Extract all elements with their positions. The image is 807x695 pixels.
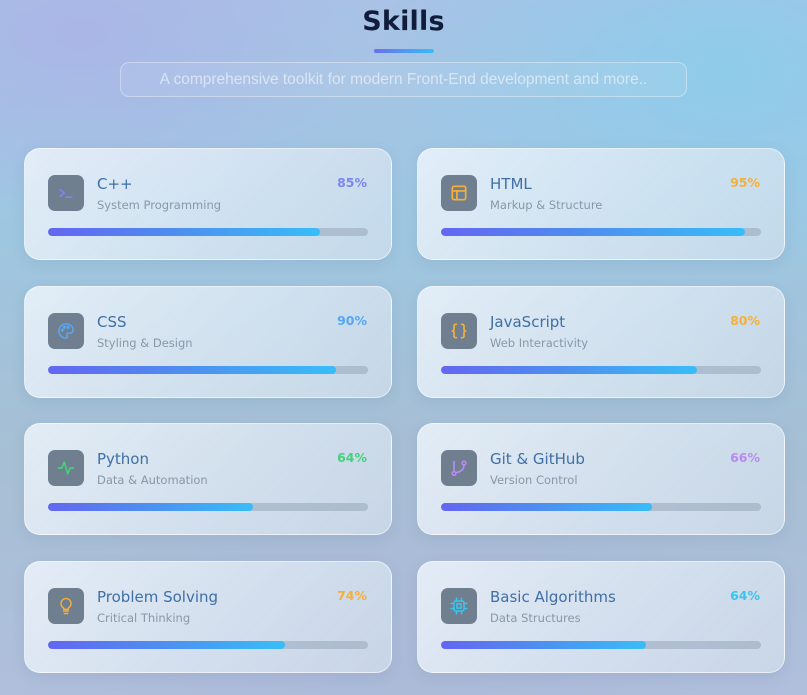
skill-card-html[interactable]: HTML Markup & Structure 95% <box>417 148 785 260</box>
progress-fill <box>441 366 697 374</box>
skill-description: Version Control <box>490 473 578 487</box>
skill-description: Web Interactivity <box>490 336 589 350</box>
skill-description: Data & Automation <box>97 473 208 487</box>
terminal-icon <box>48 175 84 211</box>
skill-card-python[interactable]: Python Data & Automation 64% <box>24 423 392 535</box>
progress-fill <box>441 641 646 649</box>
skill-description: Markup & Structure <box>490 198 603 212</box>
skill-percent: 95% <box>730 175 760 190</box>
skill-name: Python <box>97 450 149 468</box>
progress-track <box>48 228 368 236</box>
skill-percent: 90% <box>337 313 367 328</box>
skill-percent: 85% <box>337 175 367 190</box>
progress-track <box>441 228 761 236</box>
progress-track <box>48 503 368 511</box>
skill-percent: 74% <box>337 588 367 603</box>
progress-fill <box>441 228 745 236</box>
progress-fill <box>48 366 336 374</box>
skill-name: Git & GitHub <box>490 450 585 468</box>
skill-name: HTML <box>490 175 532 193</box>
skill-percent: 64% <box>337 450 367 465</box>
progress-track <box>48 641 368 649</box>
skill-card-problem-solving[interactable]: Problem Solving Critical Thinking 74% <box>24 561 392 673</box>
page-title: Skills <box>362 6 445 37</box>
progress-track <box>441 503 761 511</box>
progress-track <box>441 641 761 649</box>
palette-icon <box>48 313 84 349</box>
cpu-icon <box>441 588 477 624</box>
subtitle-box: A comprehensive toolkit for modern Front… <box>120 62 687 97</box>
activity-icon <box>48 450 84 486</box>
progress-fill <box>48 641 285 649</box>
title-underline <box>374 49 434 53</box>
skill-name: CSS <box>97 313 127 331</box>
skill-name: JavaScript <box>490 313 566 331</box>
braces-icon <box>441 313 477 349</box>
skill-name: Problem Solving <box>97 588 219 606</box>
skill-name: C++ <box>97 175 133 193</box>
progress-fill <box>48 228 320 236</box>
skill-card-git[interactable]: Git & GitHub Version Control 66% <box>417 423 785 535</box>
progress-fill <box>48 503 253 511</box>
skill-percent: 64% <box>730 588 760 603</box>
skill-description: Styling & Design <box>97 336 193 350</box>
skill-card-css[interactable]: CSS Styling & Design 90% <box>24 286 392 398</box>
skills-header: Skills A comprehensive toolkit for moder… <box>0 0 807 110</box>
layout-icon <box>441 175 477 211</box>
progress-track <box>441 366 761 374</box>
skill-card-javascript[interactable]: JavaScript Web Interactivity 80% <box>417 286 785 398</box>
skill-percent: 80% <box>730 313 760 328</box>
progress-fill <box>441 503 653 511</box>
page-subtitle: A comprehensive toolkit for modern Front… <box>159 70 648 88</box>
skill-description: System Programming <box>97 198 222 212</box>
skill-description: Critical Thinking <box>97 611 191 625</box>
skill-name: Basic Algorithms <box>490 588 616 606</box>
git-branch-icon <box>441 450 477 486</box>
skill-card-cpp[interactable]: C++ System Programming 85% <box>24 148 392 260</box>
skill-card-algorithms[interactable]: Basic Algorithms Data Structures 64% <box>417 561 785 673</box>
skill-description: Data Structures <box>490 611 581 625</box>
progress-track <box>48 366 368 374</box>
lightbulb-icon <box>48 588 84 624</box>
skill-percent: 66% <box>730 450 760 465</box>
